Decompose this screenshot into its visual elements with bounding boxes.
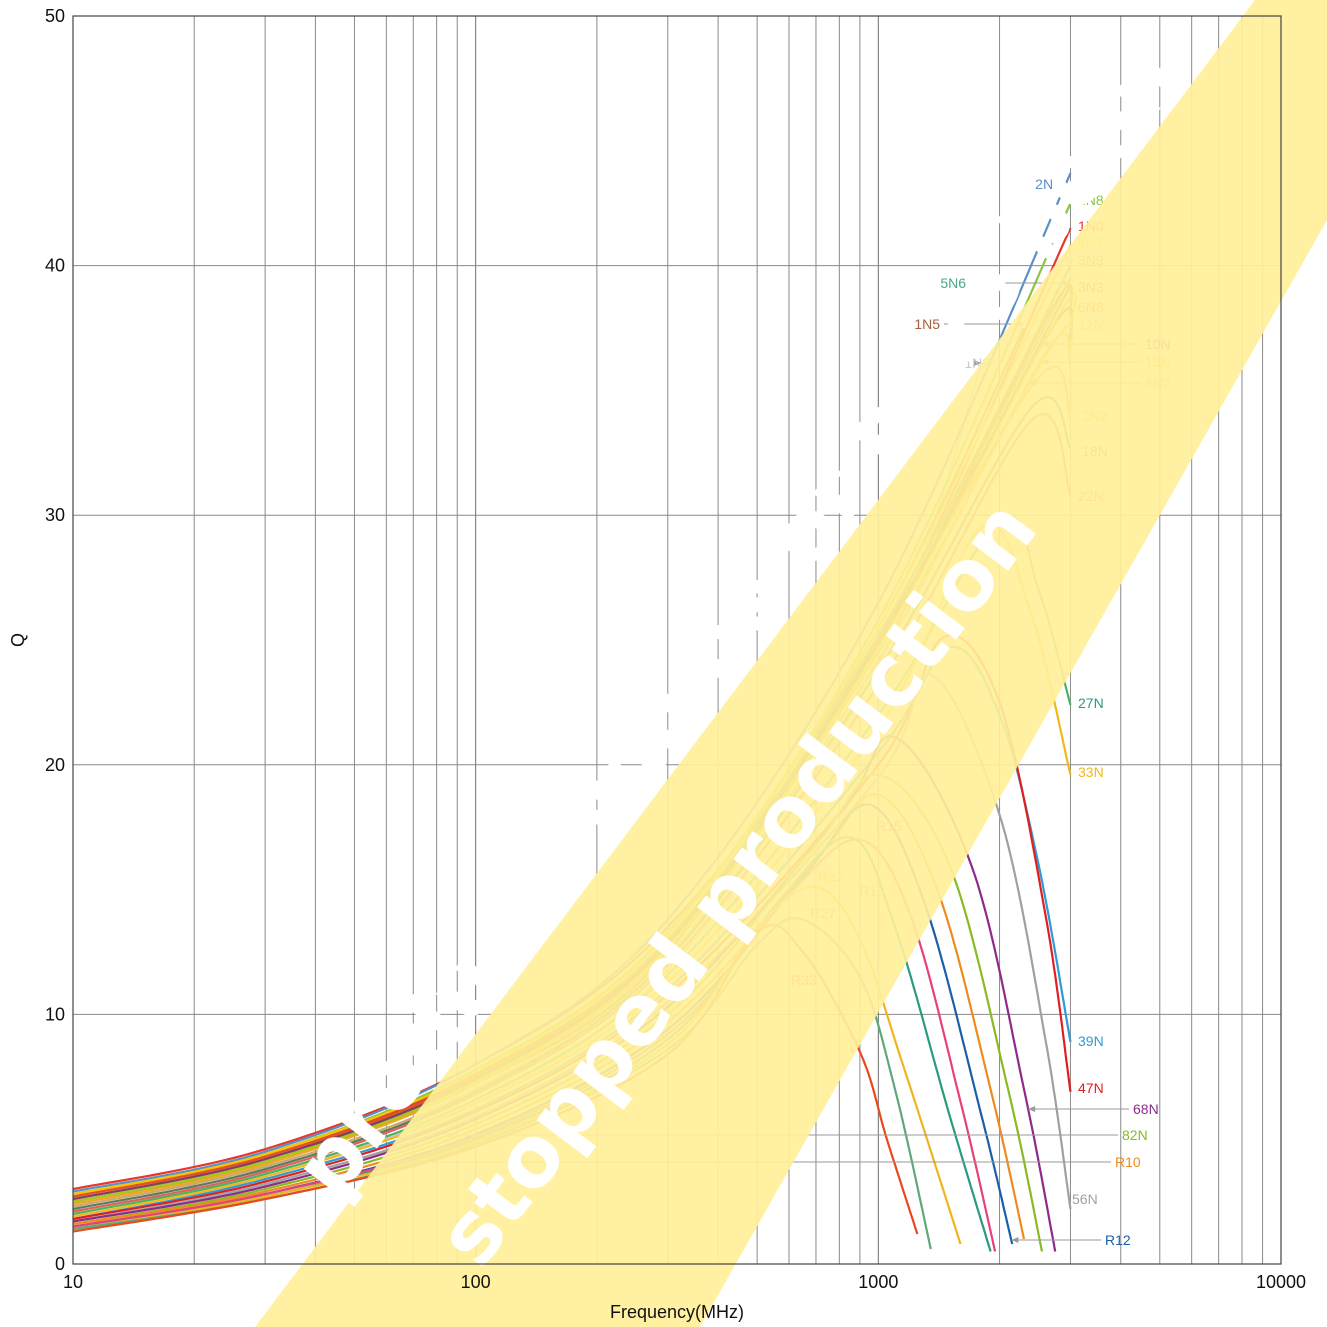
leader-arrow (1028, 1106, 1036, 1112)
leader-arrow (974, 360, 982, 366)
series-label-1n5: 1N5 (914, 316, 940, 332)
leader-arrow (1011, 1237, 1019, 1243)
plot-frame (72, 15, 1282, 1265)
x-axis-title: Frequency(MHz) (610, 1302, 744, 1322)
series-label-39n: 39N (1078, 1033, 1104, 1049)
series-label-33n: 33N (1078, 764, 1104, 780)
series-label-r12: R12 (1105, 1232, 1131, 1248)
y-tick-label: 30 (45, 505, 65, 525)
y-tick-label: 40 (45, 256, 65, 276)
series-label-82n: 82N (1122, 1127, 1148, 1143)
y-tick-label: 10 (45, 1004, 65, 1024)
series-label-27n: 27N (1078, 695, 1104, 711)
y-tick-label: 50 (45, 6, 65, 26)
series-label-56n: 56N (1072, 1191, 1098, 1207)
series-label-47n: 47N (1078, 1080, 1104, 1096)
x-tick-label: 100 (461, 1272, 491, 1292)
y-tick-label: 20 (45, 755, 65, 775)
series-label-2n7: 2N7 (1035, 176, 1061, 192)
x-tick-label: 10000 (1256, 1272, 1306, 1292)
y-tick-label: 0 (55, 1254, 65, 1274)
x-tick-label: 1000 (858, 1272, 898, 1292)
series-label-5n6: 5N6 (940, 275, 966, 291)
series-label-1n8: 1N8 (1078, 192, 1104, 208)
series-label-68n: 68N (1133, 1101, 1159, 1117)
watermark-band (255, 0, 1327, 1327)
series-label-r10: R10 (1115, 1154, 1141, 1170)
x-tick-label: 10 (63, 1272, 83, 1292)
y-axis-title: Q (8, 633, 28, 647)
